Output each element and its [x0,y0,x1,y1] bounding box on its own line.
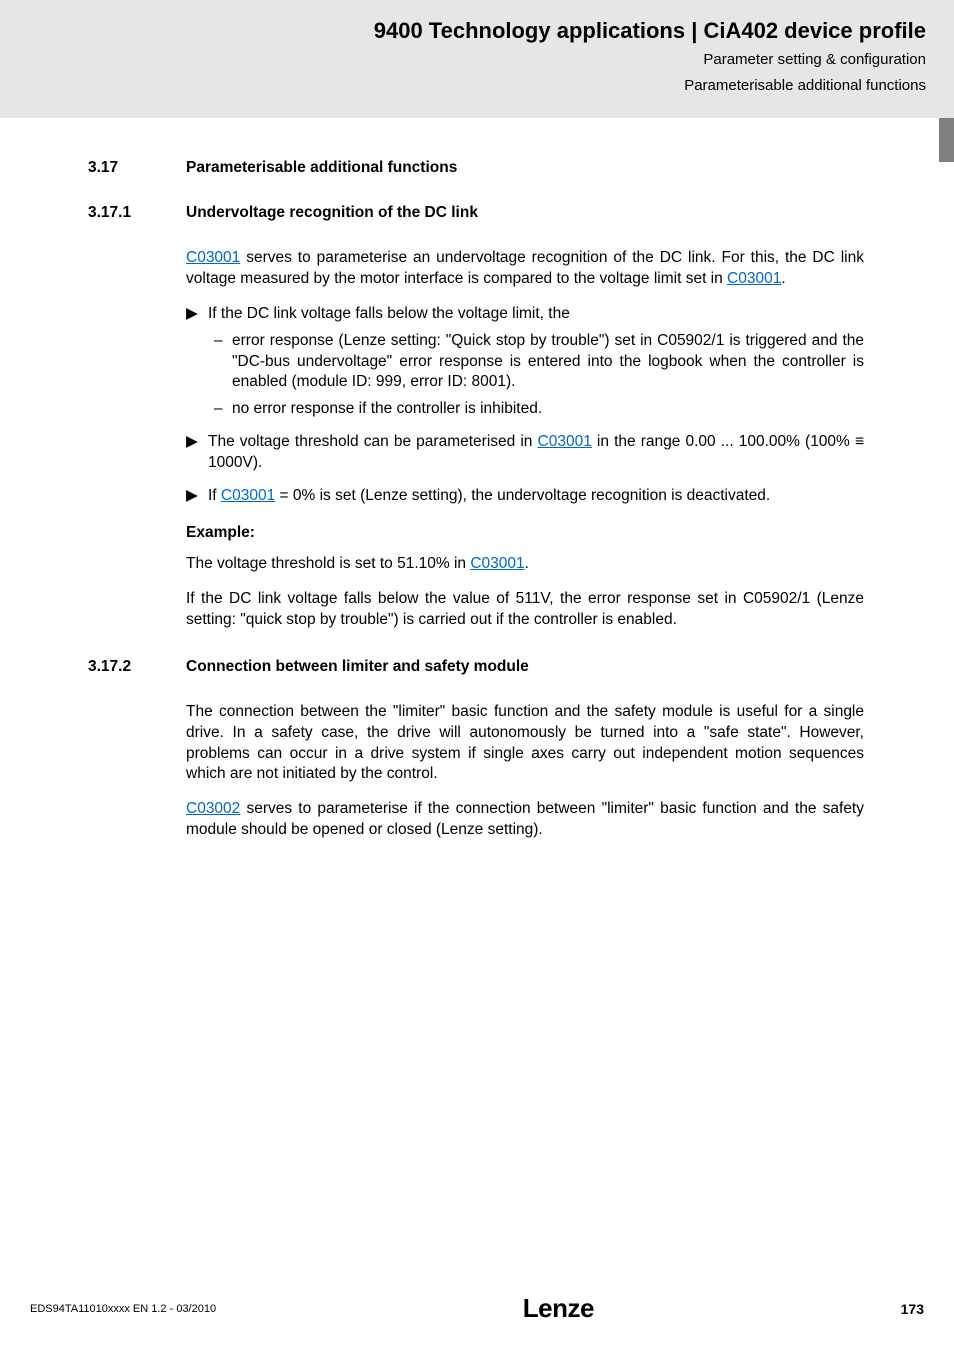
page-number: 173 [901,1301,924,1317]
link-c03001[interactable]: C03001 [538,433,592,450]
link-c03002[interactable]: C03002 [186,800,240,817]
text: The voltage threshold is set to 51.10% i… [186,555,470,572]
bullet-text: The voltage threshold can be parameteris… [208,432,864,474]
bullet-text: If the DC link voltage falls below the v… [208,304,864,325]
link-c03001[interactable]: C03001 [221,487,275,504]
paragraph: If the DC link voltage falls below the v… [186,589,864,631]
bullet-item: ▶ If C03001 = 0% is set (Lenze setting),… [186,486,864,507]
footer-doc-id: EDS94TA11010xxxx EN 1.2 - 03/2010 [30,1303,216,1315]
text: If [208,487,221,504]
link-c03001[interactable]: C03001 [470,555,524,572]
bullet-text: error response (Lenze setting: "Quick st… [232,331,864,394]
section-title: Parameterisable additional functions [186,158,457,179]
bullet-text: no error response if the controller is i… [232,399,864,420]
text: The voltage threshold can be parameteris… [208,433,538,450]
bullet-item: ▶ If the DC link voltage falls below the… [186,304,864,325]
section-number: 3.17.2 [88,657,186,678]
section-number: 3.17 [88,158,186,179]
link-c03001[interactable]: C03001 [727,270,781,287]
accent-bar [939,118,954,162]
section-3-17-1-body: C03001 serves to parameterise an undervo… [186,248,864,631]
triangle-bullet-icon: ▶ [186,304,208,325]
section-3-17-1: 3.17.1 Undervoltage recognition of the D… [88,203,864,224]
text: . [525,555,529,572]
dash-bullet-icon: – [214,399,232,420]
text: . [781,270,785,287]
content: 3.17 Parameterisable additional function… [0,118,954,841]
lenze-logo: Lenze [523,1293,594,1324]
section-title: Undervoltage recognition of the DC link [186,203,478,224]
triangle-bullet-icon: ▶ [186,432,208,474]
dash-bullet-icon: – [214,331,232,394]
text: serves to parameterise if the connection… [186,800,864,838]
paragraph: C03002 serves to parameterise if the con… [186,799,864,841]
footer: EDS94TA11010xxxx EN 1.2 - 03/2010 Lenze … [0,1293,954,1324]
paragraph: The voltage threshold is set to 51.10% i… [186,554,864,575]
link-c03001[interactable]: C03001 [186,249,240,266]
header-title: 9400 Technology applications | CiA402 de… [0,18,926,44]
section-number: 3.17.1 [88,203,186,224]
header-sub1: Parameter setting & configuration [0,50,926,70]
bullet-text: If C03001 = 0% is set (Lenze setting), t… [208,486,864,507]
bullet-item: ▶ The voltage threshold can be parameter… [186,432,864,474]
example-heading: Example: [186,523,864,544]
paragraph: The connection between the "limiter" bas… [186,702,864,786]
paragraph: C03001 serves to parameterise an undervo… [186,248,864,290]
header-sub2: Parameterisable additional functions [0,76,926,96]
section-3-17-2: 3.17.2 Connection between limiter and sa… [88,657,864,678]
header-band: 9400 Technology applications | CiA402 de… [0,0,954,118]
sub-bullet-item: – error response (Lenze setting: "Quick … [214,331,864,394]
triangle-bullet-icon: ▶ [186,486,208,507]
sub-bullet-item: – no error response if the controller is… [214,399,864,420]
text: = 0% is set (Lenze setting), the undervo… [275,487,770,504]
section-title: Connection between limiter and safety mo… [186,657,529,678]
section-3-17-2-body: The connection between the "limiter" bas… [186,702,864,842]
section-3-17: 3.17 Parameterisable additional function… [88,158,864,179]
